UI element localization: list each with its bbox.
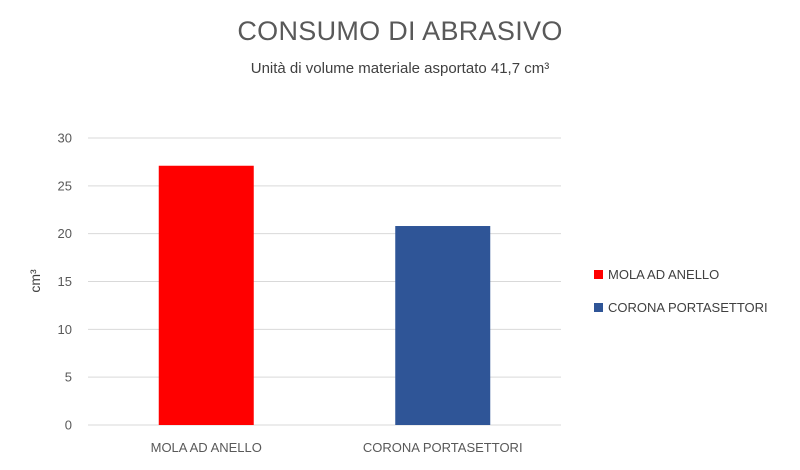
y-tick-label: 15 <box>58 274 72 289</box>
y-tick-label: 0 <box>65 418 72 433</box>
legend-swatch <box>594 270 603 279</box>
y-tick-label: 30 <box>58 131 72 146</box>
legend-label: MOLA AD ANELLO <box>608 267 719 282</box>
x-tick-label: CORONA PORTASETTORI <box>363 440 523 455</box>
y-tick-label: 10 <box>58 322 72 337</box>
y-axis-ticks: 0 5 10 15 20 25 30 <box>58 131 72 433</box>
bars <box>158 165 491 425</box>
y-axis-label: cm³ <box>27 269 43 293</box>
y-tick-label: 5 <box>65 370 72 385</box>
legend-swatch <box>594 303 603 312</box>
legend: MOLA AD ANELLO CORONA PORTASETTORI <box>594 267 768 315</box>
chart-subtitle: Unità di volume materiale asportato 41,7… <box>250 60 550 77</box>
x-axis-ticks: MOLA AD ANELLO CORONA PORTASETTORI <box>151 440 523 455</box>
legend-label: CORONA PORTASETTORI <box>608 300 768 315</box>
bar-1 <box>158 165 254 425</box>
y-tick-label: 20 <box>58 226 72 241</box>
y-tick-label: 25 <box>58 178 72 193</box>
chart-title: CONSUMO DI ABRASIVO <box>237 16 563 46</box>
bar-2 <box>395 226 491 425</box>
x-tick-label: MOLA AD ANELLO <box>151 440 262 455</box>
